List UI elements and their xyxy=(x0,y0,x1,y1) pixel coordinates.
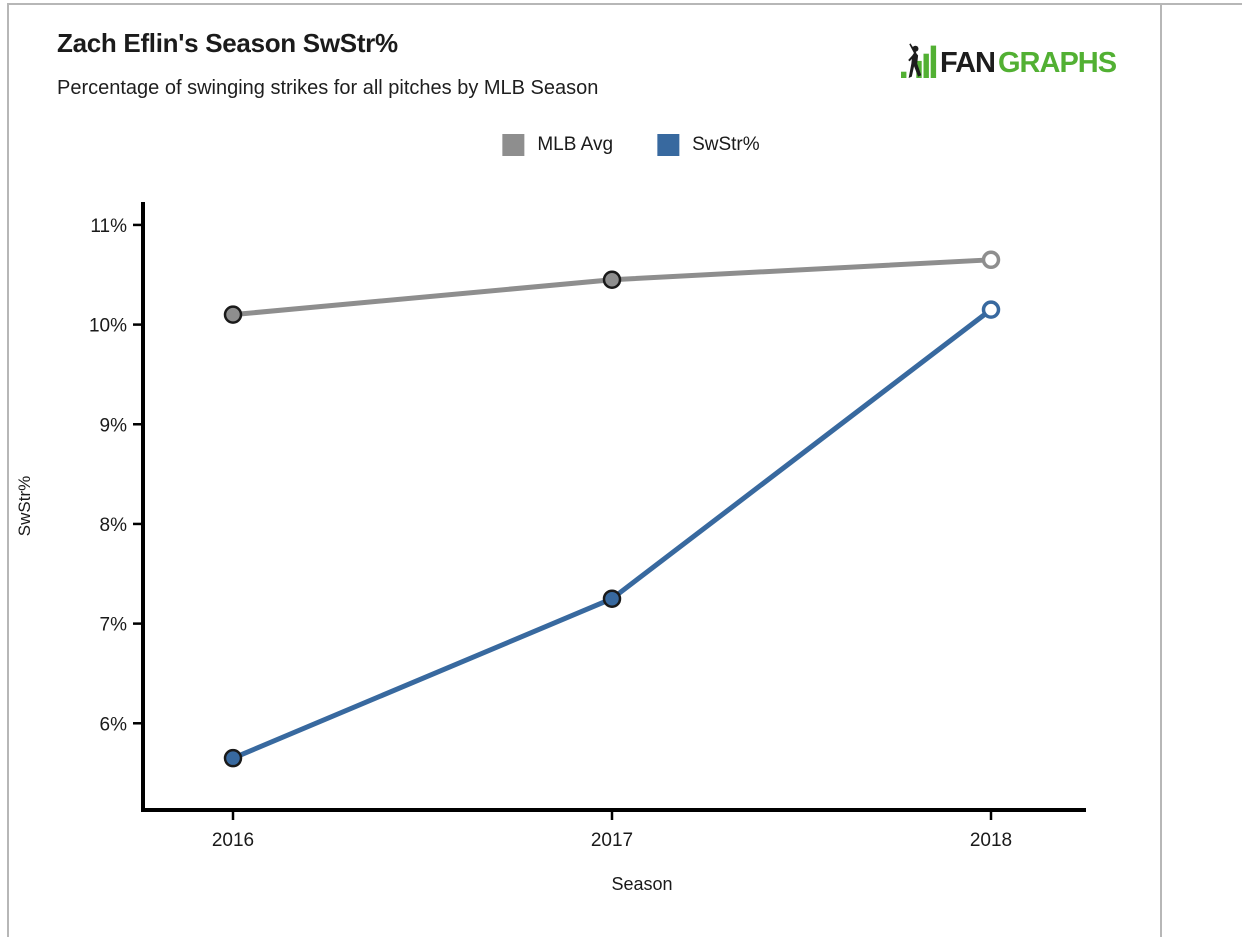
legend-item-swstr: SwStr% xyxy=(657,134,760,156)
data-point-2017 xyxy=(602,270,622,289)
legend-swatch-mlb-avg xyxy=(502,134,525,156)
frame-border-left xyxy=(7,3,9,937)
fangraphs-logo-icon xyxy=(901,43,937,78)
x-tick-label: 2016 xyxy=(212,830,254,851)
batter-silhouette xyxy=(908,43,922,78)
data-point-2016 xyxy=(223,305,243,324)
legend-label-swstr: SwStr% xyxy=(692,134,760,155)
chart-title: Zach Eflin's Season SwStr% xyxy=(57,28,398,58)
y-tick-label: 6% xyxy=(100,714,128,735)
chart-legend: MLB Avg SwStr% xyxy=(502,134,760,156)
x-tick-label: 2018 xyxy=(970,830,1012,851)
legend-item-mlb-avg: MLB Avg xyxy=(502,134,613,156)
y-axis-title: SwStr% xyxy=(15,476,34,536)
frame-border-top xyxy=(7,3,1242,5)
series-line-swstr- xyxy=(230,307,994,761)
data-point-2018 xyxy=(981,300,1001,319)
x-tick-label: 2017 xyxy=(591,830,633,851)
legend-swatch-swstr xyxy=(657,134,680,156)
x-axis-title: Season xyxy=(611,874,672,894)
data-point-2018 xyxy=(981,250,1001,270)
y-tick-label: 10% xyxy=(89,316,127,337)
data-point-2016 xyxy=(223,748,243,768)
frame-border-right xyxy=(1160,3,1162,937)
y-tick-label: 11% xyxy=(90,216,127,237)
fangraphs-logo: FAN GRAPHS xyxy=(901,40,1117,80)
logo-text-graphs: GRAPHS xyxy=(998,47,1117,79)
y-tick-label: 7% xyxy=(100,615,128,636)
legend-label-mlb-avg: MLB Avg xyxy=(537,134,614,155)
chart-subtitle: Percentage of swinging strikes for all p… xyxy=(57,77,599,99)
data-point-2017 xyxy=(602,589,622,608)
y-tick-label: 8% xyxy=(100,515,128,536)
y-tick-label: 9% xyxy=(100,415,128,436)
logo-text-fan: FAN xyxy=(940,47,996,79)
